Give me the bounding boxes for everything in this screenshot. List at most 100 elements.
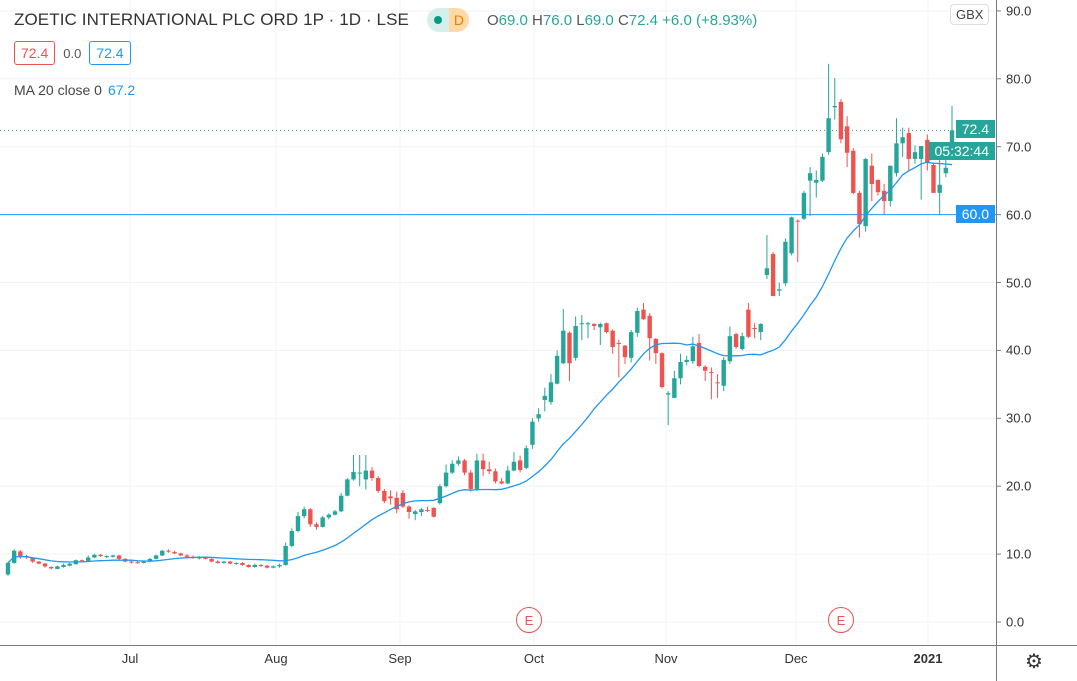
candle bbox=[573, 316, 578, 361]
candle bbox=[110, 554, 116, 558]
chart-legend-header: ZOETIC INTERNATIONAL PLC ORD 1P · 1D · L… bbox=[14, 8, 757, 32]
x-tick-label: Sep bbox=[388, 651, 412, 666]
candle-body bbox=[295, 516, 301, 532]
candle-body bbox=[357, 472, 362, 474]
bid-ask-row: 72.4 0.0 72.4 bbox=[14, 41, 131, 65]
candle-body bbox=[61, 564, 66, 568]
candle bbox=[493, 468, 498, 484]
candle-body bbox=[937, 184, 942, 193]
candle-body bbox=[456, 460, 461, 464]
candle bbox=[369, 467, 375, 481]
y-tick-label: 60.0 bbox=[1006, 207, 1032, 223]
gear-icon[interactable]: ⚙ bbox=[1025, 651, 1043, 673]
candle bbox=[55, 565, 60, 570]
candle-body bbox=[857, 192, 862, 225]
candle bbox=[703, 365, 708, 381]
candle bbox=[221, 560, 227, 564]
candle bbox=[468, 469, 473, 492]
candle bbox=[567, 331, 572, 381]
candle bbox=[258, 564, 264, 568]
candle bbox=[61, 563, 66, 568]
candle bbox=[289, 528, 295, 548]
candle-body bbox=[709, 372, 714, 374]
candle-body bbox=[832, 105, 837, 108]
candle bbox=[308, 507, 313, 527]
candle-body bbox=[536, 414, 541, 419]
currency-badge[interactable]: GBX bbox=[950, 4, 990, 25]
market-status-badge[interactable]: D bbox=[426, 8, 469, 32]
y-tick-label: 20.0 bbox=[1006, 478, 1032, 494]
candle bbox=[888, 165, 893, 207]
candle bbox=[264, 564, 270, 569]
candle bbox=[881, 184, 887, 215]
candle-body bbox=[894, 143, 899, 174]
candle bbox=[283, 542, 288, 566]
candle-body bbox=[326, 514, 332, 518]
candle bbox=[684, 355, 689, 366]
earnings-marker[interactable]: E bbox=[828, 607, 854, 633]
y-tick-label: 40.0 bbox=[1006, 342, 1032, 358]
candle bbox=[345, 478, 350, 497]
candle bbox=[696, 334, 702, 368]
candle-body bbox=[487, 469, 492, 472]
candle-body bbox=[18, 551, 23, 557]
candle bbox=[807, 167, 813, 216]
candle-body bbox=[493, 471, 498, 482]
candle bbox=[42, 562, 48, 568]
candle-body bbox=[635, 311, 640, 333]
candle-body bbox=[437, 486, 443, 504]
x-tick-label: Nov bbox=[654, 651, 678, 666]
ma-indicator-legend[interactable]: MA 20 close 0 67.2 bbox=[14, 82, 135, 98]
candle-body bbox=[468, 472, 473, 489]
candle-body bbox=[838, 101, 844, 140]
candle bbox=[937, 158, 942, 215]
candle-body bbox=[931, 165, 936, 193]
candle bbox=[5, 561, 11, 576]
earnings-marker[interactable]: E bbox=[516, 607, 542, 633]
candle-body bbox=[252, 564, 257, 568]
candle bbox=[622, 344, 628, 364]
symbol-title[interactable]: ZOETIC INTERNATIONAL PLC ORD 1P · 1D · L… bbox=[14, 10, 409, 29]
candle-body bbox=[875, 179, 881, 193]
candle-body bbox=[653, 338, 659, 354]
candle bbox=[659, 352, 665, 389]
candle-body bbox=[450, 463, 455, 473]
candle-body bbox=[345, 479, 350, 496]
candle bbox=[400, 490, 406, 508]
candle-body bbox=[752, 327, 757, 329]
candle bbox=[740, 332, 745, 351]
candle bbox=[456, 456, 461, 466]
buy-price-button[interactable]: 72.4 bbox=[89, 41, 131, 65]
candle bbox=[752, 323, 757, 339]
candle-body bbox=[413, 511, 418, 515]
candle-body bbox=[314, 524, 319, 527]
candle-body bbox=[542, 395, 547, 400]
candle bbox=[240, 562, 245, 566]
candle-body bbox=[67, 563, 72, 566]
candle bbox=[314, 522, 319, 530]
candle-body bbox=[382, 490, 387, 502]
candle bbox=[715, 374, 720, 398]
candle bbox=[234, 562, 239, 565]
candle bbox=[536, 408, 541, 422]
candle-body bbox=[672, 378, 677, 398]
candle bbox=[844, 116, 850, 168]
candle-body bbox=[801, 192, 807, 219]
candle bbox=[789, 216, 794, 256]
candle-body bbox=[789, 217, 794, 254]
candle bbox=[851, 148, 856, 195]
candle-body bbox=[234, 562, 239, 564]
candle bbox=[388, 490, 393, 505]
candle bbox=[832, 78, 837, 120]
candle bbox=[814, 170, 819, 198]
candle-body bbox=[48, 567, 54, 569]
candle bbox=[36, 560, 42, 565]
candle bbox=[635, 307, 640, 337]
candle bbox=[431, 507, 436, 518]
sell-price-button[interactable]: 72.4 bbox=[14, 41, 56, 65]
candle-body bbox=[42, 563, 48, 567]
candle bbox=[215, 560, 220, 564]
ohlc-values: O69.0 H76.0 L69.0 C72.4 +6.0 (+8.93%) bbox=[486, 11, 758, 29]
horizontal-line-price-tag: 60.0 bbox=[955, 205, 995, 223]
